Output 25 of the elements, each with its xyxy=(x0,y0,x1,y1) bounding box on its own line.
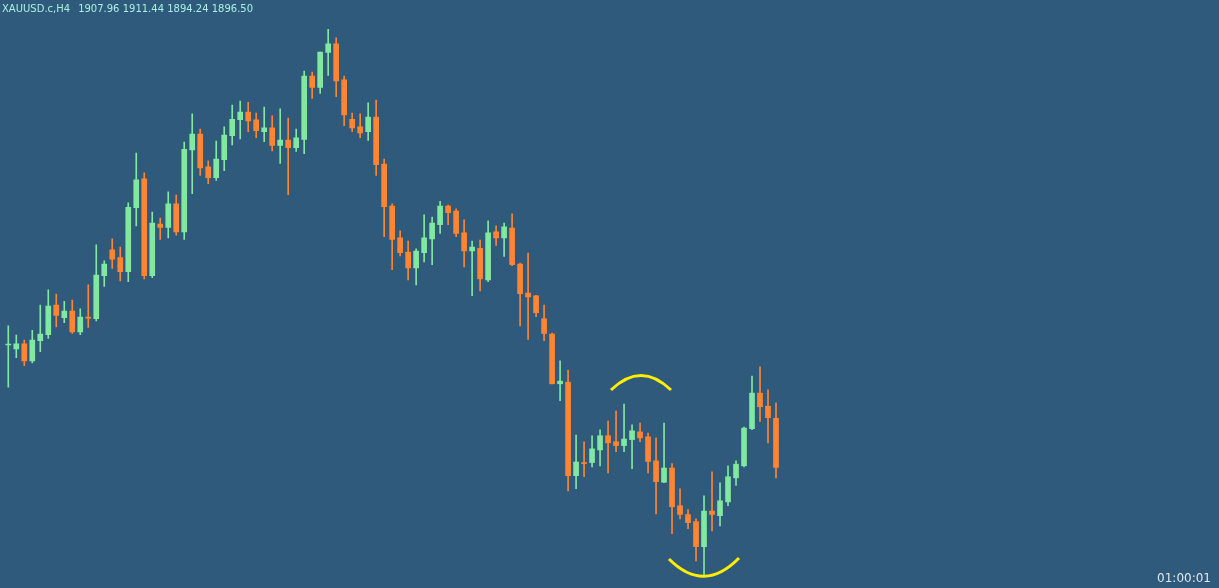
candlestick xyxy=(613,410,619,452)
candlestick xyxy=(37,304,44,352)
candlestick xyxy=(325,29,332,76)
candlestick xyxy=(285,117,292,195)
candlestick xyxy=(13,334,20,358)
candlestick xyxy=(261,106,268,142)
candlestick xyxy=(157,217,164,240)
chart-subtitle: 1907.96 1911.44 1894.24 1896.50 xyxy=(78,3,254,14)
candlestick xyxy=(237,100,244,140)
chart-title: XAUUSD.c,H4 xyxy=(2,3,71,14)
candlestick xyxy=(189,113,196,194)
candlestick xyxy=(469,240,475,297)
candlestick xyxy=(621,403,627,452)
candlestick xyxy=(557,360,563,402)
candlestick xyxy=(765,389,771,444)
candlestick xyxy=(605,420,611,474)
candlestick xyxy=(629,424,635,469)
candlestick xyxy=(85,284,92,328)
candlestick xyxy=(709,471,715,532)
candlestick xyxy=(525,252,531,340)
candlestick xyxy=(277,108,284,164)
candlestick xyxy=(357,113,363,139)
candlestick xyxy=(581,441,587,478)
candlestick xyxy=(661,422,667,484)
text: 01:00:01 xyxy=(1157,571,1211,585)
